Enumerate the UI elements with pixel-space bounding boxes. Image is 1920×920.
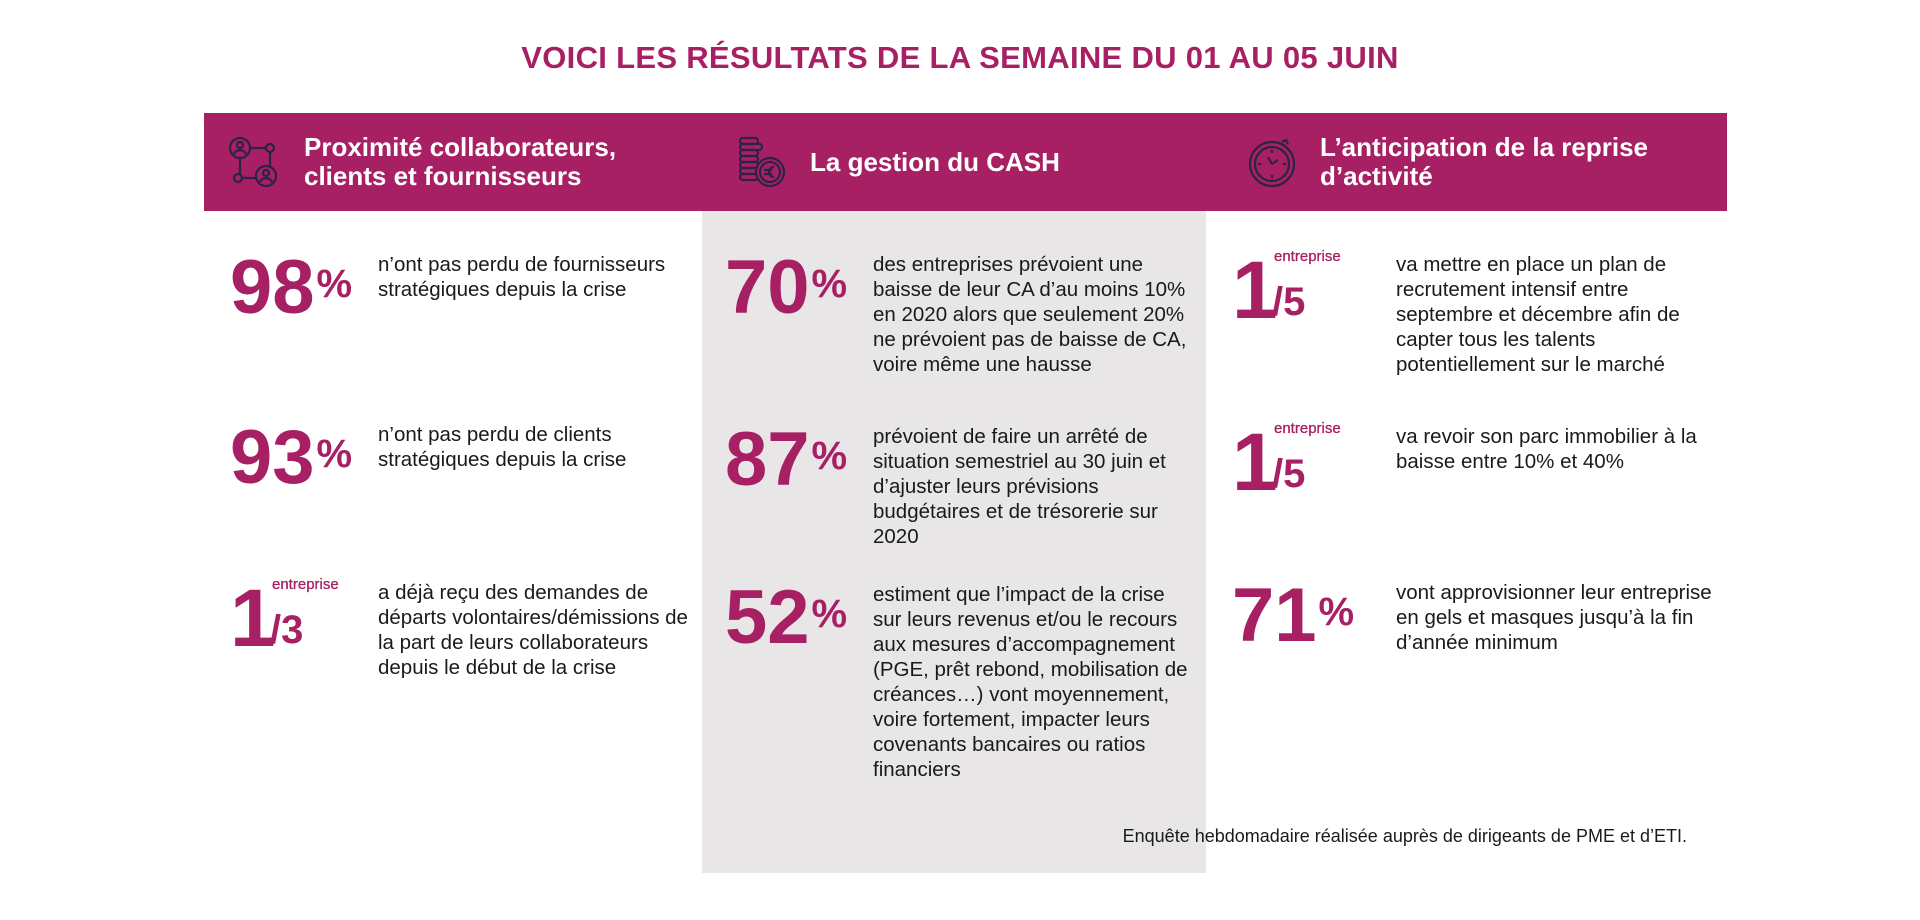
footnote: Enquête hebdomadaire réalisée auprès de … xyxy=(1122,826,1687,846)
stat-description: n’ont pas perdu de clients stratégiques … xyxy=(378,423,627,471)
column-heading-text: La gestion du CASH xyxy=(810,146,1060,177)
column-heading-2: La gestion du CASH xyxy=(732,113,1060,211)
network-people-icon xyxy=(228,136,278,188)
stat-description: prévoient de faire un arrêté de situatio… xyxy=(873,425,1166,548)
stopwatch-icon xyxy=(1248,138,1296,188)
column-heading-3: L’anticipation de la reprise d’activité xyxy=(1242,113,1650,211)
stat-description: va revoir son parc immobilier à la baiss… xyxy=(1396,425,1697,473)
coins-euro-icon xyxy=(738,136,786,188)
stat-description: va mettre en place un plan de recrutemen… xyxy=(1396,253,1680,376)
stat-value: 71% xyxy=(1232,573,1355,658)
stat-value: 98% xyxy=(230,245,353,330)
page-title: VOICI LES RÉSULTATS DE LA SEMAINE DU 01 … xyxy=(521,40,1399,75)
column-heading-text: L’anticipation de la reprise d’activité xyxy=(1320,132,1648,191)
header-banner: Proximité collaborateurs, clients et fou… xyxy=(204,113,1727,211)
stat-description: vont approvisionner leur entreprise en g… xyxy=(1396,581,1712,654)
stat-description: a déjà reçu des demandes de départs volo… xyxy=(378,581,688,679)
stat-description: des entreprises prévoient une baisse de … xyxy=(873,253,1187,376)
stat-value: 70% xyxy=(725,245,848,330)
stat-value: 93% xyxy=(230,415,353,500)
column-heading-text: Proximité collaborateurs, clients et fou… xyxy=(304,132,617,191)
stat-description: n’ont pas perdu de fournisseurs stratégi… xyxy=(378,253,666,301)
column-heading-1: Proximité collaborateurs, clients et fou… xyxy=(226,113,634,211)
cash-column-background xyxy=(702,211,1206,873)
stat-description: estiment que l’impact de la crise sur le… xyxy=(873,583,1188,781)
stat-value: 52% xyxy=(725,575,848,660)
stat-value: 87% xyxy=(725,417,848,502)
